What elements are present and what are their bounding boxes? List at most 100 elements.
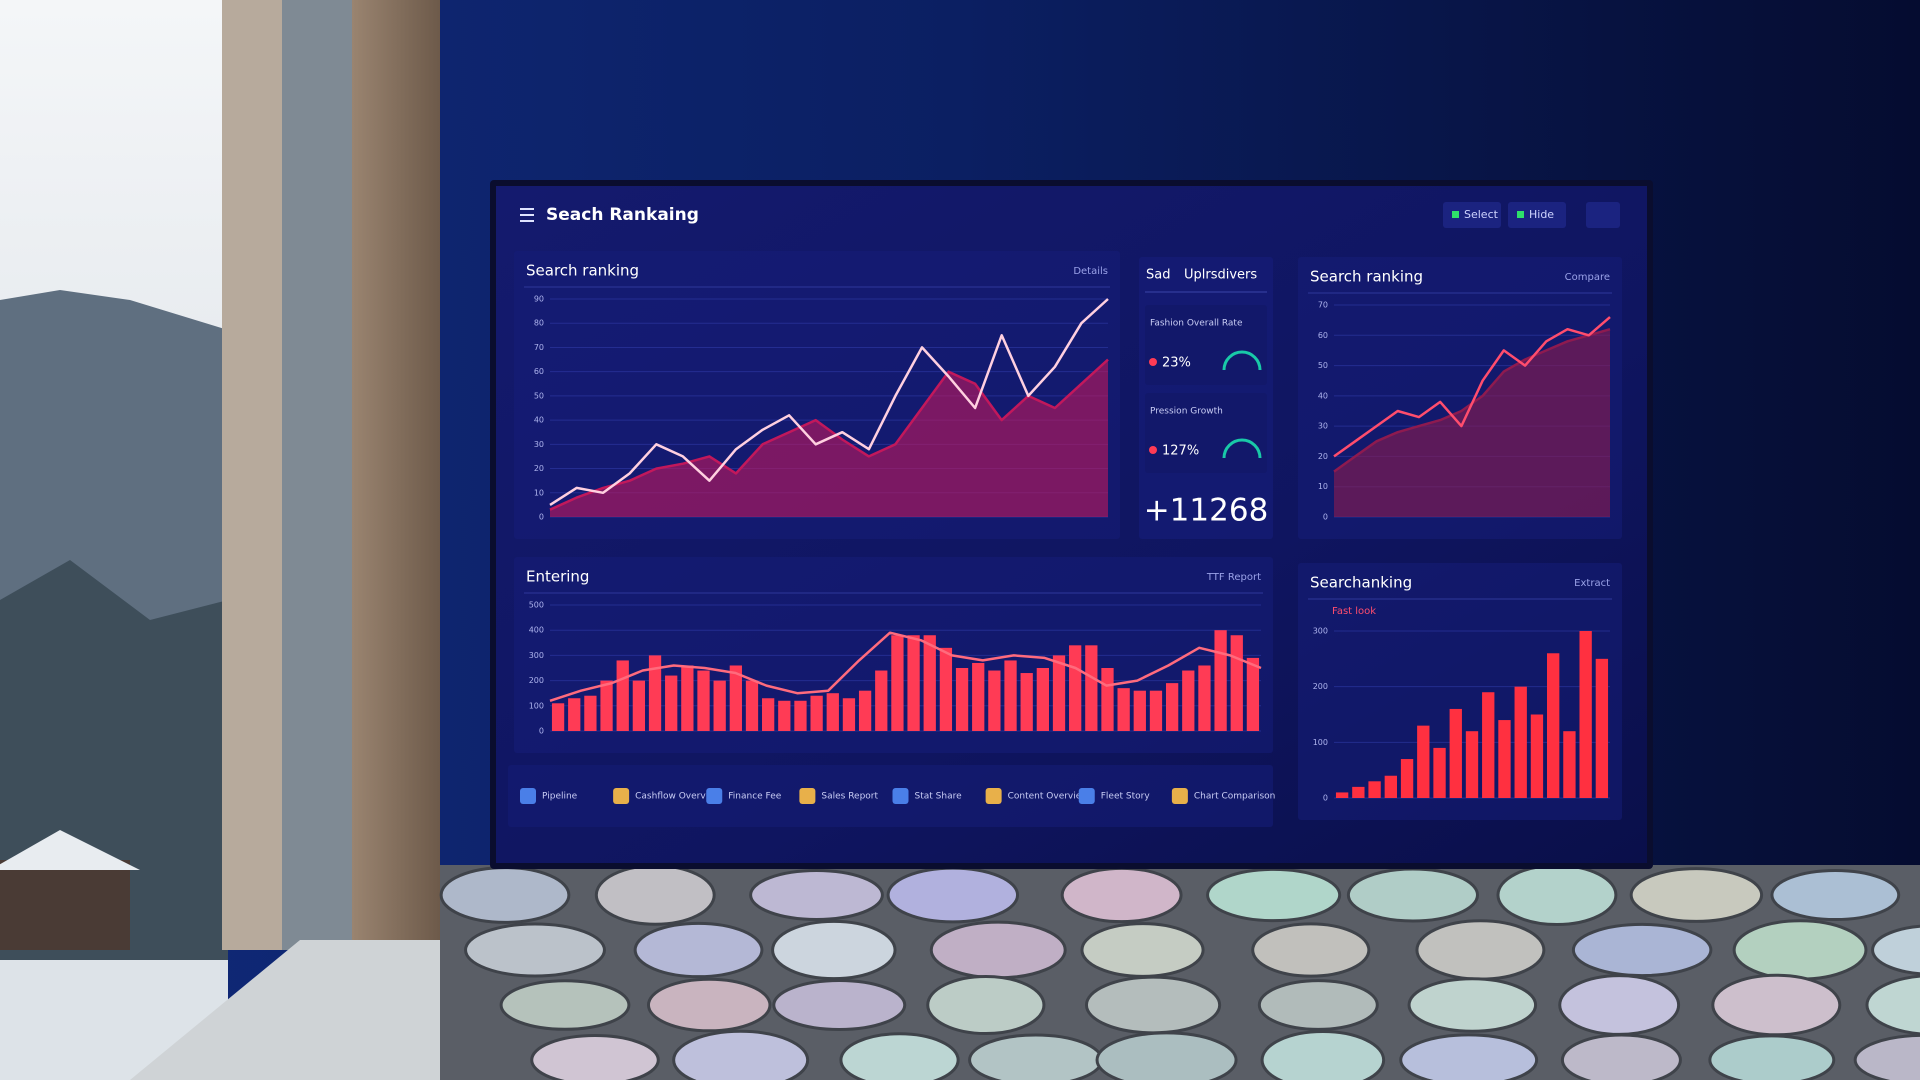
y-tick-label: 400	[529, 626, 544, 635]
y-tick-label: 300	[529, 651, 544, 660]
bar	[616, 660, 629, 731]
bar	[1182, 670, 1195, 731]
bar	[665, 675, 678, 731]
bar	[1433, 747, 1446, 798]
settings-button[interactable]	[1586, 202, 1620, 228]
footer-label[interactable]: Fleet Story	[1101, 792, 1151, 802]
stone	[749, 869, 884, 921]
button[interactable]	[1508, 202, 1566, 228]
house-roof	[0, 830, 140, 870]
y-tick-label: 10	[1318, 482, 1328, 491]
stone	[886, 866, 1020, 924]
kpi-value: 127%	[1162, 444, 1199, 459]
bar	[681, 665, 694, 731]
bar	[842, 698, 856, 731]
gauge	[1222, 438, 1262, 459]
y-tick-label: 200	[529, 676, 544, 685]
stone	[1260, 1030, 1386, 1080]
footer-label[interactable]: Finance Fee	[728, 792, 782, 802]
bar	[1069, 645, 1082, 731]
bar	[875, 670, 888, 731]
bar	[1400, 759, 1414, 798]
window-frame	[222, 0, 282, 950]
button-label[interactable]: Select	[1464, 208, 1499, 221]
footer-label[interactable]: Stat Share	[915, 792, 963, 802]
stone-ledge	[439, 863, 1920, 1080]
panel-link[interactable]: Extract	[1574, 578, 1610, 589]
gauge	[1222, 350, 1262, 371]
status-dot	[1149, 358, 1157, 366]
bar	[1246, 657, 1260, 731]
bar	[1004, 660, 1017, 731]
bar	[1547, 653, 1560, 798]
stone	[1496, 863, 1618, 927]
footer-icon	[706, 788, 723, 804]
kpi-label: Fashion Overall Rate	[1150, 319, 1243, 329]
button-icon	[1452, 211, 1459, 218]
y-tick-label: 100	[529, 701, 544, 710]
footer-label[interactable]: Cashflow Overview	[635, 792, 721, 802]
y-tick-label: 50	[534, 391, 544, 400]
panel-link[interactable]: Details	[1073, 266, 1108, 277]
y-tick-label: 20	[1318, 452, 1328, 461]
bar	[1482, 692, 1495, 798]
y-tick-label: 300	[1313, 627, 1328, 636]
kpi-card	[1145, 393, 1267, 473]
y-tick-label: 200	[1313, 682, 1328, 691]
footer-label[interactable]: Sales Report	[821, 792, 878, 802]
menu-icon[interactable]	[520, 208, 534, 222]
stone	[1251, 922, 1371, 978]
footer-icon	[613, 788, 630, 804]
bar	[1149, 690, 1163, 731]
panel-link[interactable]: Compare	[1565, 272, 1610, 283]
bar	[1020, 673, 1033, 731]
y-tick-label: 10	[534, 488, 544, 497]
footer-icon	[520, 788, 536, 804]
bar	[1465, 731, 1479, 798]
bar	[891, 635, 904, 731]
stone	[1732, 919, 1868, 981]
kpi-tab[interactable]: Uplrsdivers	[1184, 268, 1257, 283]
bar	[778, 700, 791, 731]
stone	[1080, 922, 1205, 978]
y-tick-label: 100	[1313, 738, 1328, 747]
panel-link[interactable]: TTF Report	[1206, 572, 1261, 583]
stone	[839, 1032, 960, 1080]
bar	[551, 703, 565, 731]
stone	[1060, 866, 1183, 924]
button[interactable]	[1443, 202, 1501, 228]
bar	[1214, 630, 1227, 731]
panel-title: Search ranking	[526, 262, 639, 280]
footer-label[interactable]: Pipeline	[542, 792, 578, 802]
kpi-tab[interactable]: Sad	[1146, 268, 1170, 283]
stone	[1853, 1033, 1920, 1080]
footer-label[interactable]: Chart Comparison	[1194, 792, 1275, 802]
line	[549, 358, 1109, 511]
bar	[988, 670, 1001, 731]
y-tick-label: 50	[1318, 361, 1328, 370]
bar	[858, 690, 872, 731]
stone	[1711, 973, 1842, 1037]
line	[1333, 316, 1611, 458]
stone	[499, 979, 631, 1031]
bar	[697, 670, 710, 731]
stone	[1415, 919, 1546, 981]
y-tick-label: 0	[1323, 794, 1328, 803]
stone	[1407, 977, 1538, 1033]
stone	[633, 921, 764, 979]
button-label[interactable]: Hide	[1529, 208, 1554, 221]
stone	[1560, 1033, 1682, 1080]
stone	[1871, 924, 1920, 976]
bar	[1563, 731, 1576, 798]
stone	[1399, 1033, 1539, 1080]
stone	[439, 866, 571, 924]
bar	[794, 700, 807, 731]
y-tick-label: 0	[1323, 513, 1328, 522]
bar	[1052, 655, 1066, 731]
footer-label[interactable]: Content Overview	[1008, 792, 1089, 802]
stone	[530, 1034, 660, 1080]
footer-strip	[508, 765, 1273, 827]
dashboard-title[interactable]: Seach Rankaing	[546, 205, 699, 225]
